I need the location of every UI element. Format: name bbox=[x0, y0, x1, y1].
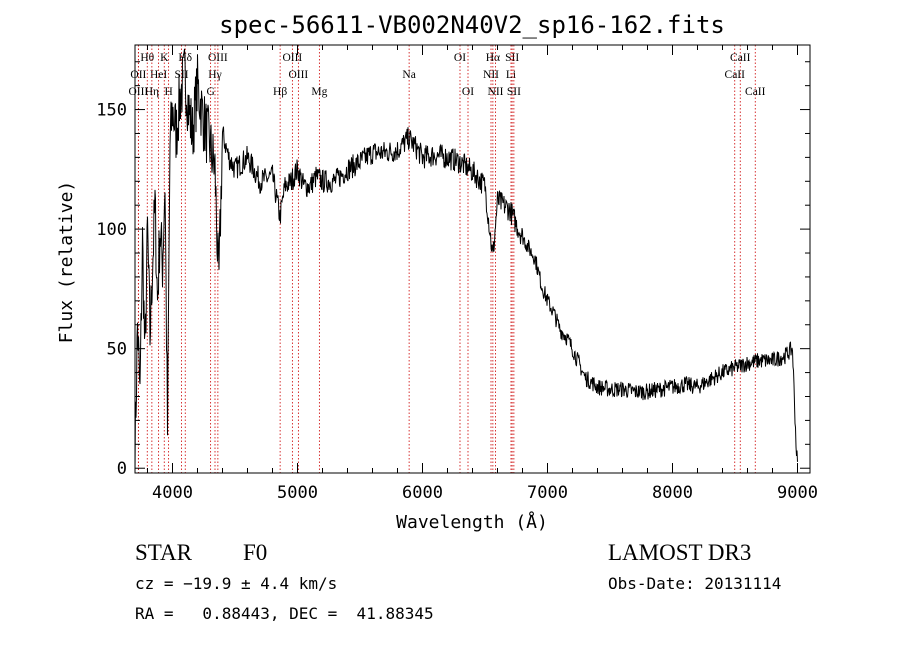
chart-title: spec-56611-VB002N40V2_sp16-162.fits bbox=[219, 11, 725, 39]
y-tick-label: 150 bbox=[96, 101, 127, 121]
axes: 4000 5000 6000 7000 8000 9000 0 50 100 150 bbox=[96, 44, 818, 503]
x-tick-label: 4000 bbox=[152, 483, 193, 503]
marker-label: SII bbox=[507, 86, 521, 98]
marker-label: OIII bbox=[208, 52, 228, 64]
y-tick-label: 100 bbox=[96, 220, 127, 240]
marker-label: H bbox=[164, 86, 172, 98]
marker-label: Hη bbox=[145, 86, 159, 98]
marker-label: Hα bbox=[486, 52, 500, 64]
marker-label: Na bbox=[402, 69, 415, 81]
redshift-value: cz = −19.9 ± 4.4 km/s bbox=[135, 574, 338, 593]
sky-coordinates: RA = 0.88443, DEC = 41.88345 bbox=[135, 604, 434, 623]
x-tick-label: 6000 bbox=[402, 483, 443, 503]
x-tick-label: 8000 bbox=[652, 483, 693, 503]
y-tick-label: 0 bbox=[117, 459, 127, 479]
object-class: STAR bbox=[135, 540, 192, 565]
marker-label: SII bbox=[505, 52, 519, 64]
marker-label: Hγ bbox=[208, 69, 221, 81]
marker-label: HeI bbox=[150, 69, 167, 81]
marker-label: Hθ bbox=[140, 52, 154, 64]
observation-date: Obs-Date: 20131114 bbox=[608, 574, 782, 593]
survey-name: LAMOST DR3 bbox=[608, 540, 752, 565]
object-subclass: F0 bbox=[243, 540, 268, 565]
marker-label: CaII bbox=[725, 69, 746, 81]
marker-label: OIII bbox=[282, 52, 302, 64]
marker-label: OIII bbox=[288, 69, 308, 81]
y-axis-label: Flux (relative) bbox=[56, 181, 77, 344]
plot-area bbox=[134, 48, 798, 474]
marker-label: OI bbox=[462, 86, 474, 98]
x-tick-label: 7000 bbox=[527, 483, 568, 503]
marker-label: NII bbox=[488, 86, 504, 98]
marker-label: K bbox=[160, 52, 169, 64]
marker-label: CaII bbox=[745, 86, 766, 98]
flux-series-line bbox=[134, 48, 798, 474]
marker-label: OII bbox=[130, 69, 146, 81]
marker-label: CaII bbox=[730, 52, 751, 64]
marker-label: OIII bbox=[128, 86, 148, 98]
marker-label: Mg bbox=[311, 86, 327, 98]
x-tick-label: 5000 bbox=[277, 483, 318, 503]
marker-label: OI bbox=[454, 52, 466, 64]
marker-label: Li bbox=[506, 69, 516, 81]
x-axis-label: Wavelength (Å) bbox=[396, 511, 548, 533]
marker-label: G bbox=[206, 86, 214, 98]
plot-frame bbox=[134, 44, 811, 474]
marker-label: SII bbox=[174, 69, 188, 81]
y-tick-label: 50 bbox=[107, 340, 127, 360]
marker-label: NII bbox=[483, 69, 499, 81]
marker-label: Hβ bbox=[273, 86, 287, 98]
x-tick-label: 9000 bbox=[777, 483, 818, 503]
